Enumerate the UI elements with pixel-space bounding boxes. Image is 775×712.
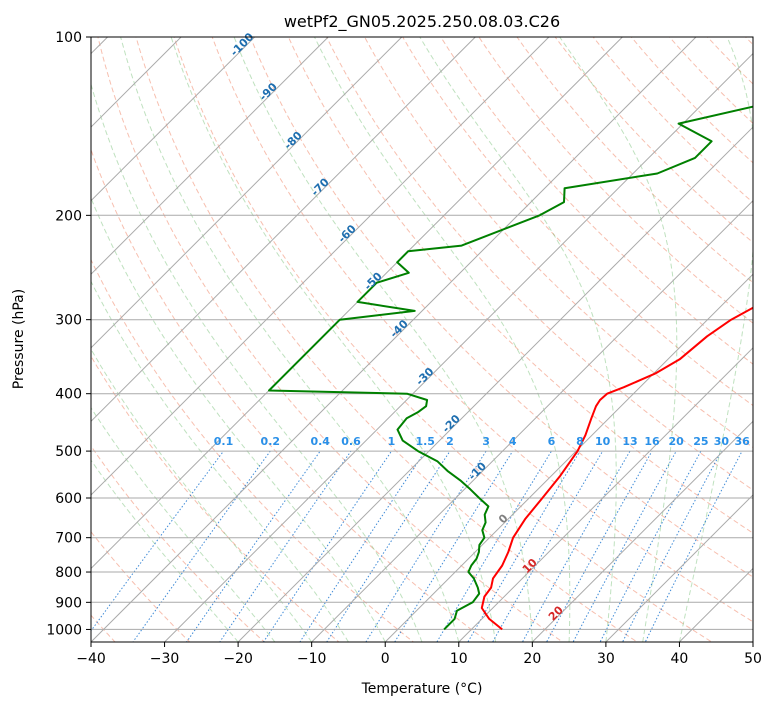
- y-tick-label: 700: [55, 531, 82, 547]
- y-tick-label: 200: [55, 208, 82, 224]
- mixing-ratio-label: 20: [669, 435, 685, 448]
- plot-background: [91, 37, 753, 642]
- x-tick-label: −40: [76, 651, 106, 667]
- mixing-ratio-label: 6: [548, 435, 556, 448]
- mixing-ratio-label: 0.1: [214, 435, 234, 448]
- mixing-ratio-label: 0.6: [341, 435, 361, 448]
- x-tick-label: 20: [523, 651, 541, 667]
- mixing-ratio-label: 30: [714, 435, 730, 448]
- x-axis-label: Temperature (°C): [361, 681, 483, 697]
- y-tick-label: 400: [55, 387, 82, 403]
- x-tick-label: 10: [450, 651, 468, 667]
- y-tick-label: 500: [55, 444, 82, 460]
- mixing-ratio-label: 4: [509, 435, 517, 448]
- x-tick-label: −30: [150, 651, 180, 667]
- y-tick-label: 800: [55, 565, 82, 581]
- mixing-ratio-label: 10: [595, 435, 611, 448]
- y-tick-label: 1000: [46, 622, 82, 638]
- mixing-ratio-label: 0.4: [310, 435, 330, 448]
- y-tick-label: 900: [55, 595, 82, 611]
- x-tick-label: −10: [297, 651, 327, 667]
- mixing-ratio-label: 16: [644, 435, 660, 448]
- x-tick-label: 0: [381, 651, 390, 667]
- mixing-ratio-label: 36: [734, 435, 750, 448]
- dry-adiabat: [771, 24, 775, 654]
- y-tick-label: 600: [55, 491, 82, 507]
- mixing-ratio-label: 1: [388, 435, 396, 448]
- x-tick-label: 30: [597, 651, 615, 667]
- mixing-ratio-label: 8: [576, 435, 584, 448]
- mixing-ratio-label: 3: [482, 435, 490, 448]
- y-tick-label: 100: [55, 30, 82, 46]
- x-tick-label: 50: [744, 651, 762, 667]
- mixing-ratio-label: 25: [693, 435, 708, 448]
- mixing-ratio-label: 0.2: [261, 435, 281, 448]
- y-axis-label: Pressure (hPa): [11, 289, 27, 389]
- mixing-ratio-label: 2: [446, 435, 454, 448]
- x-tick-label: 40: [671, 651, 689, 667]
- x-tick-label: −20: [223, 651, 253, 667]
- mixing-ratio-label: 13: [622, 435, 637, 448]
- isotherm-line: [753, 37, 775, 642]
- y-tick-label: 300: [55, 313, 82, 329]
- chart-title: wetPf2_GN05.2025.250.08.03.C26: [284, 12, 560, 32]
- mixing-ratio-label: 1.5: [415, 435, 435, 448]
